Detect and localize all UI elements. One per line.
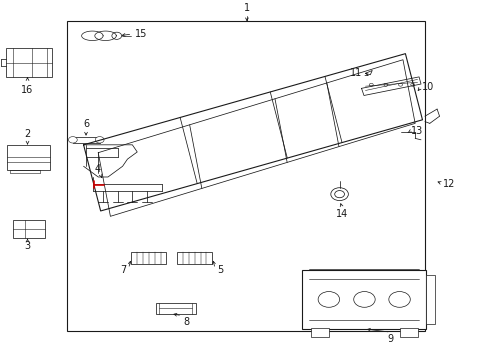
Bar: [156, 303, 195, 314]
Bar: [426, 275, 434, 324]
Bar: [13, 220, 44, 238]
Bar: [177, 252, 212, 264]
Bar: [6, 145, 50, 170]
Text: 15: 15: [135, 29, 147, 39]
Circle shape: [398, 83, 402, 86]
Circle shape: [112, 32, 122, 39]
Bar: [131, 252, 166, 264]
Bar: [73, 136, 100, 143]
Circle shape: [318, 292, 339, 307]
Text: 8: 8: [183, 317, 189, 327]
Circle shape: [334, 190, 344, 198]
Text: 16: 16: [21, 85, 34, 95]
Bar: [66, 22, 424, 331]
Text: 10: 10: [421, 82, 433, 92]
Text: 11: 11: [349, 68, 362, 78]
Circle shape: [95, 136, 104, 143]
Circle shape: [410, 83, 414, 86]
Bar: [302, 270, 426, 329]
Circle shape: [68, 136, 77, 143]
Text: 3: 3: [24, 241, 31, 251]
Bar: [399, 328, 417, 337]
Bar: [5, 48, 52, 77]
Text: 2: 2: [24, 130, 31, 139]
Text: 1: 1: [244, 3, 249, 13]
Bar: [310, 328, 329, 337]
Text: 9: 9: [387, 334, 393, 343]
Circle shape: [353, 292, 374, 307]
Text: 7: 7: [120, 265, 126, 275]
Text: 5: 5: [217, 265, 223, 275]
Text: 14: 14: [335, 209, 347, 219]
Circle shape: [388, 292, 409, 307]
Circle shape: [368, 83, 372, 86]
Text: 4: 4: [94, 164, 100, 174]
Circle shape: [383, 83, 387, 86]
Text: 6: 6: [83, 120, 89, 130]
Text: 13: 13: [410, 126, 423, 135]
Text: 12: 12: [442, 179, 454, 189]
Circle shape: [330, 188, 347, 201]
